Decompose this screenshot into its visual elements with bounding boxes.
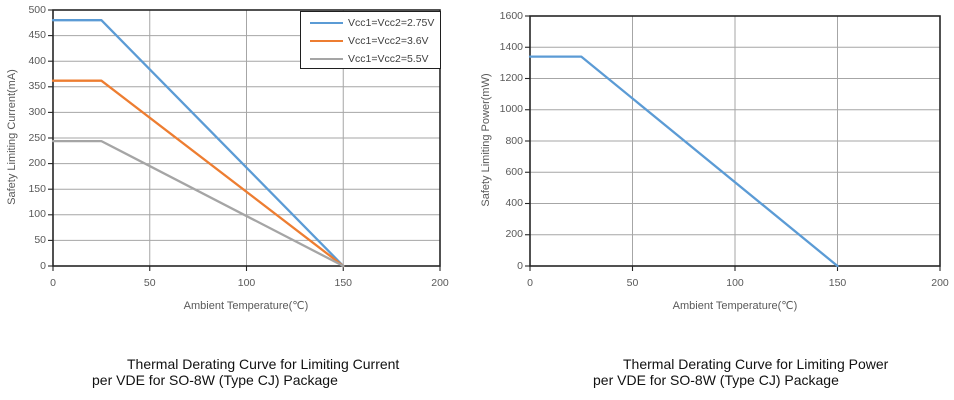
caption-power-line-2: per VDE for SO-8W (Type CJ) Package: [593, 372, 839, 388]
x-tick-label-150: 150: [334, 277, 353, 289]
plot-border: [529, 15, 941, 267]
y-tick-label-1200: 1200: [499, 72, 523, 84]
x-tick-label-0: 0: [50, 277, 56, 289]
legend-line-sample: [310, 21, 343, 25]
y-tick-label-200: 200: [28, 157, 46, 170]
x-axis-title-current: Ambient Temperature(℃): [183, 300, 309, 312]
caption-power-line-1: Thermal Derating Curve for Limiting Powe…: [623, 356, 889, 372]
legend-label: Vcc1=Vcc2=5.5V: [348, 53, 429, 65]
legend-line-sample: [310, 57, 343, 61]
y-tick-label-100: 100: [28, 208, 46, 221]
legend-item: Vcc1=Vcc2=2.75V: [301, 14, 440, 32]
caption-current-line-2: per VDE for SO-8W (Type CJ) Package: [92, 372, 338, 388]
legend-label: Vcc1=Vcc2=2.75V: [348, 17, 435, 29]
y-tick-label-300: 300: [28, 105, 46, 118]
y-tick-label-400: 400: [505, 197, 523, 209]
x-tick-label-0: 0: [527, 277, 533, 289]
legend: Vcc1=Vcc2=2.75V Vcc1=Vcc2=3.6V Vcc1=Vcc2=5…: [300, 11, 441, 69]
y-tick-label-400: 400: [28, 54, 46, 67]
y-tick-label-250: 250: [28, 131, 46, 144]
legend-item: Vcc1=Vcc2=5.5V: [301, 50, 440, 68]
y-tick-label-800: 800: [505, 134, 523, 147]
x-tick-label-50: 50: [143, 277, 156, 289]
series-line-vcc1-vcc2-2.75v: [51, 19, 345, 268]
y-tick-label-0: 0: [40, 259, 46, 272]
y-tick-label-1000: 1000: [499, 103, 523, 116]
x-tick-label-100: 100: [237, 277, 256, 289]
y-tick-label-150: 150: [28, 182, 46, 195]
plot-border: [52, 9, 441, 267]
y-tick-label-50: 50: [34, 233, 46, 246]
y-tick-label-500: 500: [28, 3, 46, 16]
caption-power: Thermal Derating Curve for Limiting Powe…: [593, 356, 888, 388]
chart-1-plot: [525, 15, 941, 271]
series-line-vcc1-vcc2-5.5v: [51, 139, 345, 268]
x-axis-title-power: Ambient Temperature(℃): [672, 300, 798, 312]
y-tick-label-350: 350: [28, 80, 46, 93]
series-line-vcc1-vcc2-3.6v: [51, 79, 345, 268]
caption-current: Thermal Derating Curve for Limiting Curr…: [92, 356, 399, 388]
y-tick-label-1600: 1600: [499, 9, 523, 22]
caption-current-line-1: Thermal Derating Curve for Limiting Curr…: [127, 356, 400, 372]
legend-item: Vcc1=Vcc2=3.6V: [301, 32, 440, 50]
legend-line-sample: [310, 39, 343, 43]
y-tick-label-450: 450: [28, 29, 46, 42]
y-tick-label-0: 0: [517, 259, 523, 272]
y-tick-label-600: 600: [505, 165, 523, 178]
y-tick-label-200: 200: [505, 228, 523, 241]
series-line: [528, 55, 839, 268]
x-tick-label-100: 100: [726, 277, 744, 289]
x-tick-label-200: 200: [931, 277, 949, 289]
x-tick-label-50: 50: [626, 277, 639, 289]
x-tick-label-150: 150: [828, 277, 847, 289]
legend-label: Vcc1=Vcc2=3.6V: [348, 35, 429, 47]
y-tick-label-1400: 1400: [499, 40, 523, 53]
x-tick-label-200: 200: [431, 277, 449, 289]
